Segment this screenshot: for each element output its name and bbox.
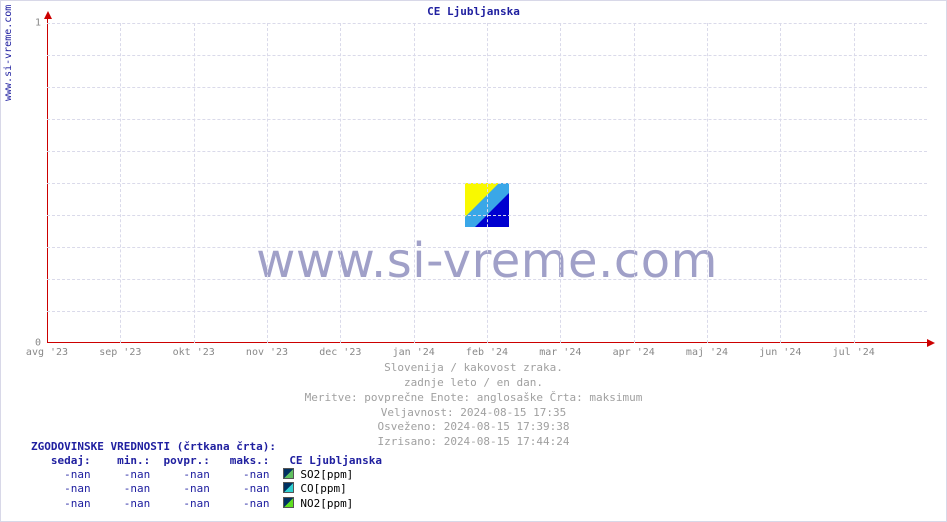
legend: ZGODOVINSKE VREDNOSTI (črtkana črta): se… (31, 440, 382, 511)
x-tick: maj '24 (686, 347, 728, 358)
gridline-v (560, 23, 561, 343)
x-tick: nov '23 (246, 347, 288, 358)
gridline-v (194, 23, 195, 343)
gridline-v (414, 23, 415, 343)
gridline-v (780, 23, 781, 343)
legend-row: -nan -nan -nan -nan CO[ppm] (31, 482, 382, 496)
info-line: Slovenija / kakovost zraka. (1, 361, 946, 376)
info-block: Slovenija / kakovost zraka.zadnje leto /… (1, 361, 946, 450)
legend-swatch (283, 482, 294, 493)
chart-title: CE Ljubljanska (1, 5, 946, 18)
legend-swatch (283, 468, 294, 479)
x-tick: apr '24 (613, 347, 655, 358)
x-tick: mar '24 (539, 347, 581, 358)
x-tick: jun '24 (759, 347, 801, 358)
y-side-label: www.si-vreme.com (3, 5, 14, 101)
gridline-v (487, 23, 488, 343)
legend-row: -nan -nan -nan -nan SO2[ppm] (31, 468, 382, 482)
plot-area: www.si-vreme.com 01avg '23sep '23okt '23… (47, 23, 927, 343)
legend-title: ZGODOVINSKE VREDNOSTI (črtkana črta): (31, 440, 382, 454)
gridline-v (267, 23, 268, 343)
legend-header: sedaj: min.: povpr.: maks.: CE Ljubljans… (31, 454, 382, 468)
gridline-v (634, 23, 635, 343)
info-line: Meritve: povprečne Enote: anglosaške Črt… (1, 391, 946, 406)
x-tick: jan '24 (393, 347, 435, 358)
info-line: zadnje leto / en dan. (1, 376, 946, 391)
info-line: Veljavnost: 2024-08-15 17:35 (1, 406, 946, 421)
x-tick: okt '23 (173, 347, 215, 358)
gridline-v (340, 23, 341, 343)
x-tick: dec '23 (319, 347, 361, 358)
gridline-v (854, 23, 855, 343)
legend-row: -nan -nan -nan -nan NO2[ppm] (31, 497, 382, 511)
x-tick: feb '24 (466, 347, 508, 358)
x-tick: jul '24 (833, 347, 875, 358)
chart-container: www.si-vreme.com CE Ljubljanska www.si-v… (0, 0, 947, 522)
gridline-v (707, 23, 708, 343)
legend-swatch (283, 497, 294, 508)
y-axis (47, 15, 48, 343)
y-tick: 1 (35, 18, 41, 29)
x-tick: sep '23 (99, 347, 141, 358)
info-line: Osveženo: 2024-08-15 17:39:38 (1, 420, 946, 435)
gridline-v (120, 23, 121, 343)
x-tick: avg '23 (26, 347, 68, 358)
